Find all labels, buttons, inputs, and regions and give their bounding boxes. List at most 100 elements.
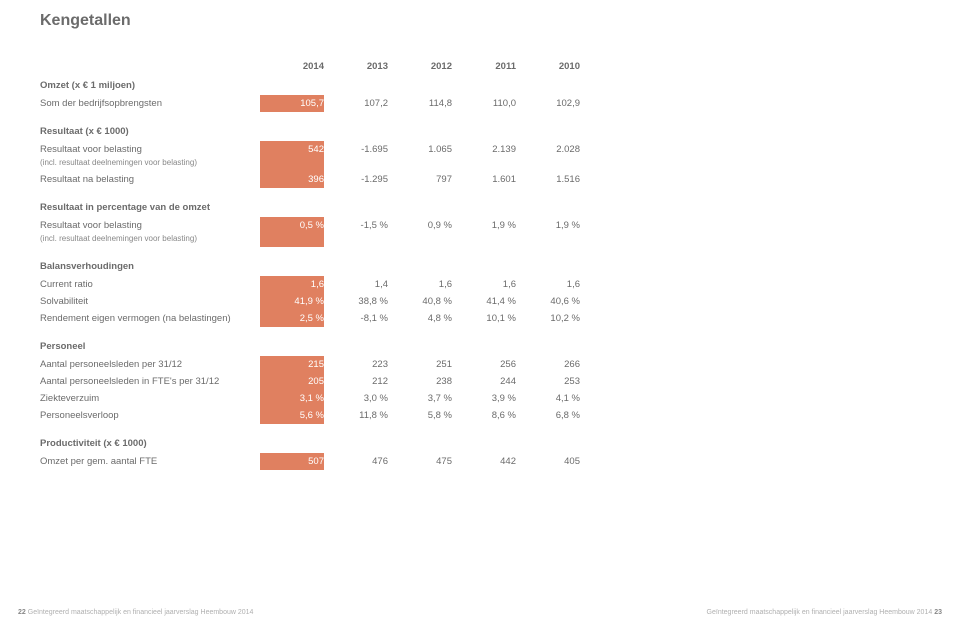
footer-right: Geïntegreerd maatschappelijk en financie…	[707, 609, 942, 616]
cell: 1,9 %	[516, 217, 580, 234]
cell: -1.295	[324, 171, 388, 188]
section-header-pct: Resultaat in percentage van de omzet	[40, 188, 580, 217]
section-header-personeel: Personeel	[40, 327, 580, 356]
cell: 1,6	[516, 276, 580, 293]
cell-highlight: 542	[260, 141, 324, 158]
cell-highlight: 2,5 %	[260, 310, 324, 327]
cell: 4,1 %	[516, 390, 580, 407]
cell-highlight: 3,1 %	[260, 390, 324, 407]
footer-right-page: 23	[934, 609, 942, 616]
table-row: Aantal personeelsleden per 31/12 215 223…	[40, 356, 580, 373]
row-label: Resultaat voor belasting	[40, 217, 260, 234]
cell-highlight-empty	[260, 158, 324, 171]
cell: 3,7 %	[388, 390, 452, 407]
row-label: Current ratio	[40, 276, 260, 293]
cell: 476	[324, 453, 388, 470]
cell: 41,4 %	[452, 293, 516, 310]
cell: -1.695	[324, 141, 388, 158]
cell: 3,9 %	[452, 390, 516, 407]
cell: 40,8 %	[388, 293, 452, 310]
row-label: Aantal personeelsleden per 31/12	[40, 356, 260, 373]
footer-left: 22 Geïntegreerd maatschappelijk en finan…	[18, 609, 253, 616]
cell: 223	[324, 356, 388, 373]
row-sublabel: (incl. resultaat deelnemingen voor belas…	[40, 158, 260, 171]
table-row-sub: (incl. resultaat deelnemingen voor belas…	[40, 234, 580, 247]
section-header-balans: Balansverhoudingen	[40, 247, 580, 276]
cell-highlight: 41,9 %	[260, 293, 324, 310]
row-label: Aantal personeelsleden in FTE's per 31/1…	[40, 373, 260, 390]
year-2014: 2014	[260, 58, 324, 80]
cell: 110,0	[452, 95, 516, 112]
cell: 244	[452, 373, 516, 390]
cell: 405	[516, 453, 580, 470]
table-row: Omzet per gem. aantal FTE 507 476 475 44…	[40, 453, 580, 470]
cell: 442	[452, 453, 516, 470]
table-row: Personeelsverloop 5,6 % 11,8 % 5,8 % 8,6…	[40, 407, 580, 424]
section-header-omzet: Omzet (x € 1 miljoen)	[40, 80, 580, 95]
page-title: Kengetallen	[40, 12, 920, 30]
year-2011: 2011	[452, 58, 516, 80]
year-header-blank	[40, 58, 260, 80]
section-header-prod: Productiviteit (x € 1000)	[40, 424, 580, 453]
cell: 107,2	[324, 95, 388, 112]
cell: 1,6	[388, 276, 452, 293]
cell: 4,8 %	[388, 310, 452, 327]
cell: 253	[516, 373, 580, 390]
cell: 40,6 %	[516, 293, 580, 310]
table-row: Ziekteverzuim 3,1 % 3,0 % 3,7 % 3,9 % 4,…	[40, 390, 580, 407]
cell: 38,8 %	[324, 293, 388, 310]
cell: 8,6 %	[452, 407, 516, 424]
page-content: Kengetallen 2014 2013 2012 2011 2010 Omz…	[0, 0, 960, 470]
cell: 2.028	[516, 141, 580, 158]
kengetallen-table: 2014 2013 2012 2011 2010 Omzet (x € 1 mi…	[40, 58, 580, 470]
cell: 102,9	[516, 95, 580, 112]
cell: 3,0 %	[324, 390, 388, 407]
table-row: Solvabiliteit 41,9 % 38,8 % 40,8 % 41,4 …	[40, 293, 580, 310]
cell-highlight: 5,6 %	[260, 407, 324, 424]
table-row: Current ratio 1,6 1,4 1,6 1,6 1,6	[40, 276, 580, 293]
table-row: Som der bedrijfsopbrengsten 105,7 107,2 …	[40, 95, 580, 112]
year-2012: 2012	[388, 58, 452, 80]
row-sublabel: (incl. resultaat deelnemingen voor belas…	[40, 234, 260, 247]
cell: 6,8 %	[516, 407, 580, 424]
row-label: Rendement eigen vermogen (na belastingen…	[40, 310, 260, 327]
row-label: Omzet per gem. aantal FTE	[40, 453, 260, 470]
table-row: Resultaat na belasting 396 -1.295 797 1.…	[40, 171, 580, 188]
cell: 0,9 %	[388, 217, 452, 234]
row-label: Resultaat na belasting	[40, 171, 260, 188]
year-header-row: 2014 2013 2012 2011 2010	[40, 58, 580, 80]
table-row: Rendement eigen vermogen (na belastingen…	[40, 310, 580, 327]
cell-highlight: 105,7	[260, 95, 324, 112]
cell: 266	[516, 356, 580, 373]
cell: 1,4	[324, 276, 388, 293]
cell: 10,1 %	[452, 310, 516, 327]
footer-left-page: 22	[18, 609, 26, 616]
cell-highlight: 396	[260, 171, 324, 188]
row-label: Som der bedrijfsopbrengsten	[40, 95, 260, 112]
cell: 2.139	[452, 141, 516, 158]
table-row: Resultaat voor belasting 0,5 % -1,5 % 0,…	[40, 217, 580, 234]
cell-highlight: 507	[260, 453, 324, 470]
row-label: Solvabiliteit	[40, 293, 260, 310]
row-label: Personeelsverloop	[40, 407, 260, 424]
section-header-resultaat: Resultaat (x € 1000)	[40, 112, 580, 141]
row-label: Resultaat voor belasting	[40, 141, 260, 158]
cell-highlight: 205	[260, 373, 324, 390]
cell-highlight: 215	[260, 356, 324, 373]
cell: 11,8 %	[324, 407, 388, 424]
table-row: Aantal personeelsleden in FTE's per 31/1…	[40, 373, 580, 390]
cell: 1.601	[452, 171, 516, 188]
cell: 238	[388, 373, 452, 390]
cell-highlight-empty	[260, 234, 324, 247]
cell: 475	[388, 453, 452, 470]
footer-right-text: Geïntegreerd maatschappelijk en financie…	[707, 609, 933, 616]
cell: -1,5 %	[324, 217, 388, 234]
table-row: Resultaat voor belasting 542 -1.695 1.06…	[40, 141, 580, 158]
footer-left-text: Geïntegreerd maatschappelijk en financie…	[28, 609, 254, 616]
cell: 256	[452, 356, 516, 373]
table-row-sub: (incl. resultaat deelnemingen voor belas…	[40, 158, 580, 171]
cell: 1.065	[388, 141, 452, 158]
cell-highlight: 1,6	[260, 276, 324, 293]
cell-highlight: 0,5 %	[260, 217, 324, 234]
cell: 212	[324, 373, 388, 390]
